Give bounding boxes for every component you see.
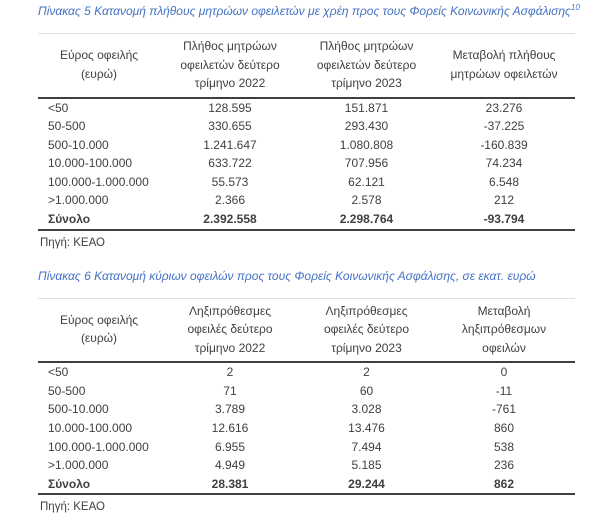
table5: Εύρος οφειλής (ευρώ) Πλήθος μητρώων οφει… <box>38 33 575 231</box>
table6-header: Εύρος οφειλής (ευρώ) Ληξιπρόθεσμες οφειλ… <box>38 297 575 364</box>
table-row: 500-10.000 3.789 3.028 -761 <box>38 400 575 419</box>
table5-footnote-ref: 10 <box>570 3 580 12</box>
row-label-cell: 10.000-100.000 <box>48 156 133 171</box>
value-cell: 2.392.558 <box>160 210 300 231</box>
value-cell: 6.955 <box>214 439 246 454</box>
value-cell: 293.430 <box>344 119 389 134</box>
value-cell: -160.839 <box>480 137 528 152</box>
table6-caption-text: Πίνακας 6 Κατανομή κύριων οφειλών προς τ… <box>38 268 536 283</box>
table-row: 100.000-1.000.000 55.573 62.121 6.548 <box>38 173 575 192</box>
table5-source: Πηγή: ΚΕΑΟ <box>40 236 105 249</box>
value-cell: 633.722 <box>208 156 252 171</box>
table-row: 10.000-100.000 633.722 707.956 74.234 <box>38 154 575 173</box>
row-label-cell: Σύνολο <box>38 474 160 496</box>
table6-caption: Πίνακας 6 Κατανομή κύριων οφειλών προς τ… <box>38 268 576 285</box>
table5-caption-text: Πίνακας 5 Κατανομή πλήθους μητρώων οφειλ… <box>38 4 571 18</box>
value-cell: -761 <box>491 402 517 417</box>
value-cell: -93.794 <box>433 210 575 231</box>
value-cell: 5.185 <box>351 458 382 473</box>
value-cell: 60 <box>359 383 374 398</box>
value-cell: 860 <box>493 420 515 435</box>
value-cell: 1.080.808 <box>339 137 394 152</box>
table6-source: Πηγή: ΚΕΑΟ <box>40 501 105 514</box>
table-row: >1.000.000 4.949 5.185 236 <box>38 456 575 475</box>
table5-header-2022: Πλήθος μητρώων οφειλετών δεύτερο τρίμηνο… <box>160 33 300 99</box>
value-cell: 12.616 <box>211 420 249 435</box>
table6-header-row: Εύρος οφειλής (ευρώ) Ληξιπρόθεσμες οφειλ… <box>38 297 575 364</box>
value-cell: 3.789 <box>214 402 246 417</box>
table-row: 100.000-1.000.000 6.955 7.494 538 <box>38 438 575 457</box>
table6-header-range: Εύρος οφειλής (ευρώ) <box>38 297 160 364</box>
value-cell: 7.494 <box>351 439 382 454</box>
row-label-cell: 10.000-100.000 <box>48 420 133 435</box>
value-cell: 128.595 <box>208 100 252 115</box>
value-cell: -11 <box>495 383 513 398</box>
value-cell: 74.234 <box>485 156 523 171</box>
value-cell: 62.121 <box>348 174 385 189</box>
table5-header-2023: Πλήθος μητρώων οφειλετών δεύτερο τρίμηνο… <box>300 33 433 99</box>
value-cell: 28.381 <box>160 474 300 496</box>
value-cell: 2.366 <box>214 193 246 208</box>
row-label-cell: Σύνολο <box>38 210 160 231</box>
table-row: 50-500 330.655 293.430 -37.225 <box>38 117 575 136</box>
table-row: Σύνολο 28.381 29.244 862 <box>38 474 575 496</box>
value-cell: 13.476 <box>348 420 385 435</box>
value-cell: 151.871 <box>344 100 389 115</box>
row-label-cell: 100.000-1.000.000 <box>48 174 149 189</box>
value-cell: 2.578 <box>351 193 382 208</box>
value-cell: 862 <box>433 474 575 496</box>
row-label-cell: 50-500 <box>48 119 86 134</box>
value-cell: 71 <box>223 383 237 398</box>
row-label-cell: >1.000.000 <box>48 193 109 208</box>
table6: Εύρος οφειλής (ευρώ) Ληξιπρόθεσμες οφειλ… <box>38 297 575 496</box>
table6-body: <50 2 2 0 50-500 71 60 -11 500-10.000 3.789 3.028 -… <box>38 362 575 475</box>
value-cell: 538 <box>493 439 515 454</box>
table5-header: Εύρος οφειλής (ευρώ) Πλήθος μητρώων οφει… <box>38 33 575 99</box>
value-cell: 2.298.764 <box>300 210 433 231</box>
table-row: 500-10.000 1.241.647 1.080.808 -160.839 <box>38 136 575 155</box>
row-label-cell: 50-500 <box>48 383 86 398</box>
table5-body: <50 128.595 151.871 23.276 50-500 330.655 293.… <box>38 98 575 211</box>
table5-total: Σύνολο 2.392.558 2.298.764 -93.794 <box>38 210 575 231</box>
table5-caption: Πίνακας 5 Κατανομή πλήθους μητρώων οφειλ… <box>38 3 580 20</box>
value-cell: 1.241.647 <box>203 137 257 152</box>
value-cell: 330.655 <box>208 119 252 134</box>
table5-header-row: Εύρος οφειλής (ευρώ) Πλήθος μητρώων οφει… <box>38 33 575 99</box>
value-cell: -37.225 <box>483 119 525 134</box>
value-cell: 236 <box>493 458 515 473</box>
value-cell: 4.949 <box>214 458 246 473</box>
value-cell: 23.276 <box>485 100 523 115</box>
value-cell: 6.548 <box>488 174 520 189</box>
row-label-cell: 100.000-1.000.000 <box>48 439 149 454</box>
value-cell: 3.028 <box>351 402 382 417</box>
value-cell: 707.956 <box>344 156 389 171</box>
table-row: 50-500 71 60 -11 <box>38 382 575 401</box>
row-label-cell: >1.000.000 <box>48 458 109 473</box>
table-row: Σύνολο 2.392.558 2.298.764 -93.794 <box>38 210 575 231</box>
value-cell: 2 <box>226 365 234 380</box>
table6-total: Σύνολο 28.381 29.244 862 <box>38 474 575 496</box>
value-cell: 212 <box>493 193 515 208</box>
row-label-cell: <50 <box>48 100 69 115</box>
table6-header-change: Μεταβολή ληξιπρόθεσμων οφειλών <box>433 297 575 364</box>
row-label-cell: 500-10.000 <box>48 137 109 152</box>
table-row: >1.000.000 2.366 2.578 212 <box>38 191 575 210</box>
value-cell: 55.573 <box>211 174 249 189</box>
section-spacer <box>38 251 576 268</box>
row-label-cell: <50 <box>48 365 69 380</box>
table-row: <50 128.595 151.871 23.276 <box>38 98 575 118</box>
table5-header-range: Εύρος οφειλής (ευρώ) <box>38 33 160 99</box>
value-cell: 2 <box>363 365 370 380</box>
table-row: 10.000-100.000 12.616 13.476 860 <box>38 419 575 438</box>
row-label-cell: 500-10.000 <box>48 402 109 417</box>
table5-header-change: Μεταβολή πλήθους μητρώων οφειλετών <box>433 33 575 99</box>
value-cell: 0 <box>500 365 508 380</box>
table6-header-2023: Ληξιπρόθεσμες οφειλές δεύτερο τρίμηνο 20… <box>300 297 433 364</box>
value-cell: 29.244 <box>300 474 433 496</box>
table6-header-2022: Ληξιπρόθεσμες οφειλές δεύτερο τρίμηνο 20… <box>160 297 300 364</box>
table-row: <50 2 2 0 <box>38 362 575 382</box>
